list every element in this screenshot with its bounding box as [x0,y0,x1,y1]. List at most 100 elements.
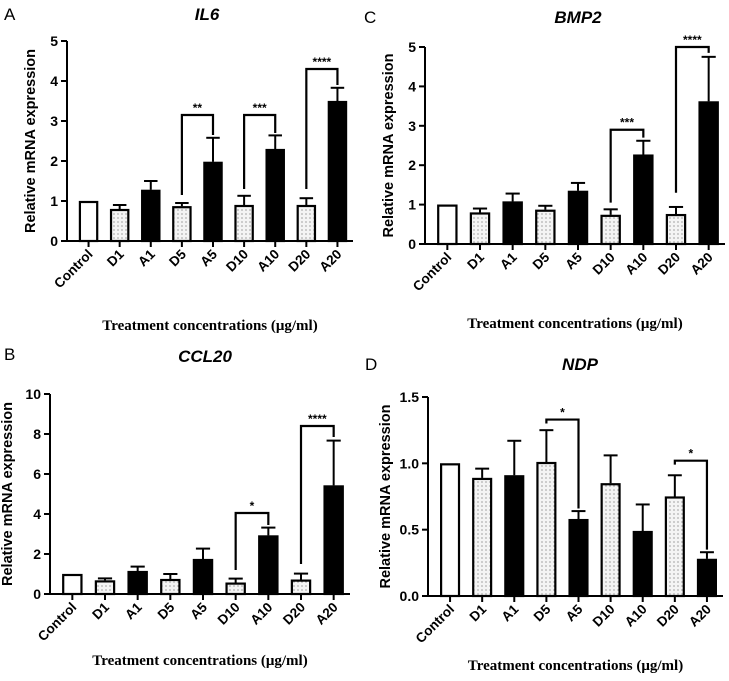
x-tick-label: A1 [499,601,522,624]
x-axis-label: Treatment concentrations (μg/ml) [467,316,682,332]
x-axis-label: Treatment concentrations (μg/ml) [92,653,307,669]
x-tick-label: D10 [590,602,618,630]
x-tick-label: D5 [166,246,189,269]
significance-bracket [609,128,645,203]
bar-d1 [109,208,130,243]
y-tick-label: 0 [33,586,41,602]
significance-bracket [545,418,580,509]
x-tick-label: D1 [104,246,127,269]
x-tick-label: Control [410,250,455,295]
bar-a10 [633,154,654,246]
panel-label: C [364,8,376,27]
y-tick-label: 2 [33,546,41,562]
significance-label: **** [308,412,327,426]
bar-d10 [600,214,621,246]
x-tick-label: Control [413,602,458,647]
x-tick-label: A1 [135,246,158,269]
x-tick-label: A20 [686,602,714,630]
y-tick-label: 5 [408,39,416,55]
x-tick-label: A20 [316,247,344,275]
y-axis-label: Relative mRNA expression [378,404,394,588]
significance-bracket [180,113,215,195]
bar-a5 [192,558,214,596]
x-tick-label: D5 [531,601,554,624]
x-tick-label: D10 [215,600,243,628]
y-tick-label: 4 [33,506,41,522]
chart-title: IL6 [195,5,220,24]
bar-d5 [160,578,181,596]
significance-label: ** [193,101,203,115]
y-tick-label: 1 [408,197,416,213]
y-tick-label: 1.0 [400,455,420,471]
bar-a10 [632,530,653,598]
chart-title: BMP2 [554,8,602,27]
x-tick-label: A10 [247,600,275,628]
bar-a1 [127,570,148,596]
bar-control [78,200,99,243]
panel-label: A [4,5,16,24]
y-tick-label: 10 [25,386,41,402]
significance-label: * [560,406,565,420]
panel-label: B [4,345,15,364]
x-tick-label: A1 [122,599,145,622]
y-tick-label: 6 [33,466,41,482]
panel-c: C BMP2 0 1 2 3 4 5 Relative mRNA expression Contr… [364,8,725,332]
y-tick-label: 0.5 [400,522,420,538]
panel-d: D NDP 0.0 0.5 1.0 1.5 Relative mRNA expression… [365,355,723,674]
bar-d20 [664,496,685,598]
bar-a1 [502,201,523,246]
x-tick-label: A5 [187,599,210,622]
x-axis-label: Treatment concentrations (μg/ml) [102,318,317,334]
x-tick-label: D1 [464,249,487,272]
bar-a5 [203,161,223,243]
y-tick-label: 2 [50,153,58,169]
y-axis-label: Relative mRNA expression [381,53,397,237]
significance-label: **** [683,33,702,47]
y-tick-label: 4 [50,73,58,89]
bar-a10 [258,535,279,596]
bar-d10 [234,204,254,243]
panel-b: B CCL20 0 2 4 6 8 10 Relative mRNA expression Con… [0,345,350,669]
x-tick-label: Control [35,600,80,645]
chart-title: NDP [562,355,599,374]
panel-label: D [365,355,377,374]
bar-a5 [568,518,589,598]
y-tick-label: 0.0 [400,588,420,604]
bar-d10 [600,483,621,598]
x-tick-label: A5 [563,601,586,624]
significance-label: *** [620,116,634,130]
bar-d10 [225,582,246,596]
bar-a20 [327,100,348,243]
x-tick-label: D20 [654,602,682,630]
bar-d20 [290,579,312,596]
x-tick-label: D1 [89,599,112,622]
chart-title: CCL20 [178,347,232,366]
bar-a1 [504,475,525,598]
x-tick-label: D10 [223,247,251,275]
y-tick-label: 5 [50,33,58,49]
y-tick-label: 2 [408,157,416,173]
bar-d1 [469,212,491,246]
y-tick-label: 0 [408,236,416,252]
significance-bracket [243,113,277,189]
y-tick-label: 4 [408,78,416,94]
y-axis-label: Relative mRNA expression [0,402,16,586]
x-tick-label: D20 [655,250,683,278]
bar-a5 [567,190,589,246]
y-tick-label: 3 [408,118,416,134]
bar-d5 [535,209,556,246]
significance-label: **** [313,55,332,69]
bar-control [440,463,461,598]
significance-bracket [234,511,270,570]
significance-bracket [673,459,709,550]
bar-a10 [265,148,285,243]
y-tick-label: 3 [50,113,58,129]
significance-bracket [299,424,335,564]
bar-d1 [94,580,116,596]
bar-d5 [536,461,557,598]
significance-bracket [674,45,710,193]
significance-label: *** [253,101,267,115]
y-axis-label: Relative mRNA expression [23,49,39,233]
x-tick-label: D1 [466,601,489,624]
x-tick-label: D5 [155,599,178,622]
